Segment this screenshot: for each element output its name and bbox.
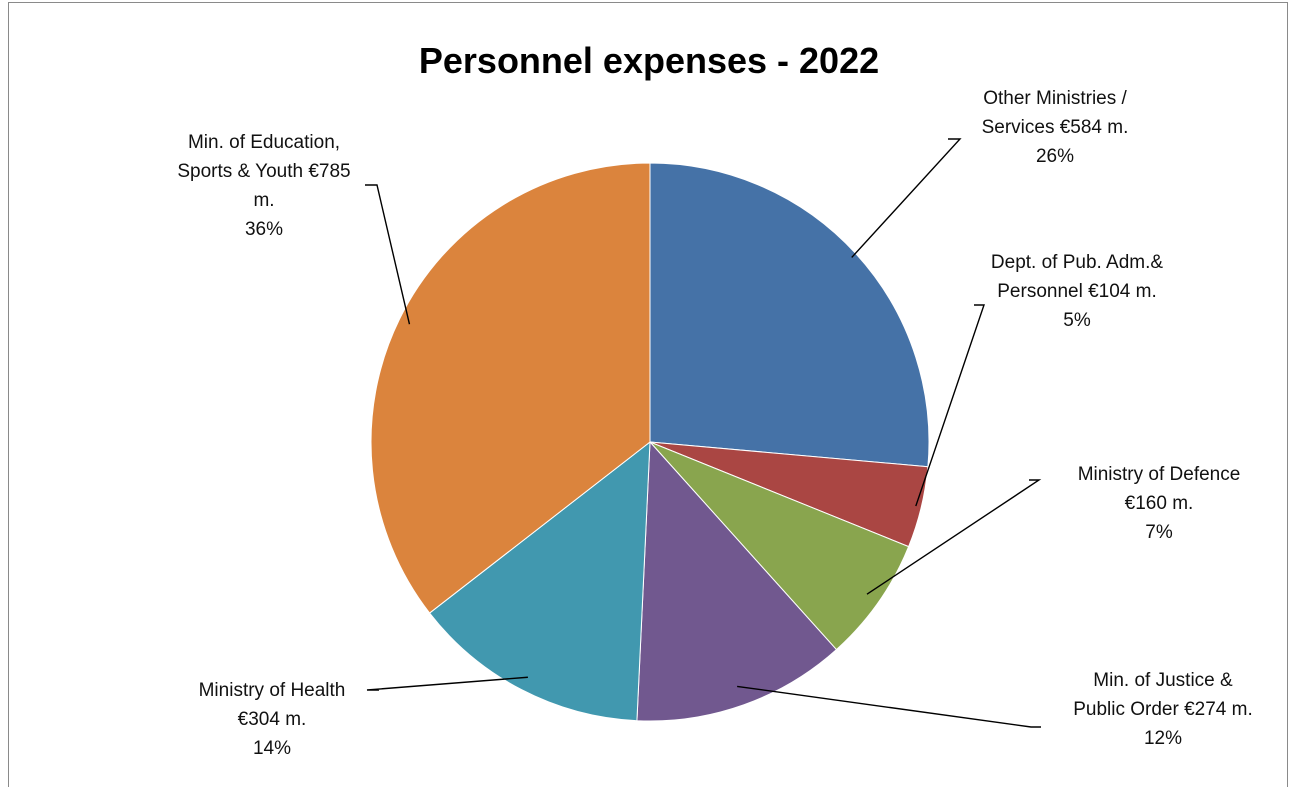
- data-label-line: 5%: [1063, 310, 1091, 331]
- pie-slice-ministry-of-defence: [649, 441, 910, 651]
- pie-slice-other-ministries-services: [649, 162, 930, 468]
- pie-chart: Personnel expenses - 2022 Other Ministri…: [177, 40, 1252, 759]
- pie-slices: [370, 162, 930, 722]
- data-label-line: Other Ministries /: [983, 88, 1127, 109]
- leader-line-min-of-justice-public-order: [737, 685, 1041, 728]
- data-label-line: 7%: [1145, 522, 1173, 543]
- data-label-ministry-of-defence: Ministry of Defence €160 m. 7%: [1078, 464, 1241, 543]
- data-label-line: 26%: [1036, 146, 1074, 167]
- data-label-line: Min. of Justice &: [1093, 670, 1233, 691]
- data-label-other-ministries-services: Other Ministries / Services €584 m. 26%: [982, 88, 1129, 167]
- data-label-line: Min. of Education,: [188, 132, 340, 153]
- data-label-line: 12%: [1144, 728, 1182, 749]
- data-label-line: Personnel €104 m.: [997, 281, 1157, 302]
- data-label-line: Ministry of Defence: [1078, 464, 1241, 485]
- data-label-line: Sports & Youth €785: [177, 161, 350, 182]
- pie-slice-min-of-education-sports-youth: [370, 162, 651, 614]
- data-label-line: 14%: [253, 738, 291, 759]
- leader-line-other-ministries-services: [851, 138, 962, 258]
- leader-lines: [365, 138, 1042, 728]
- data-label-ministry-of-health: Ministry of Health €304 m. 14%: [199, 680, 346, 759]
- data-label-line: m.: [253, 190, 274, 211]
- data-label-line: €160 m.: [1125, 493, 1194, 514]
- data-label-line: Public Order €274 m.: [1073, 699, 1253, 720]
- data-label-line: €304 m.: [238, 709, 307, 730]
- data-label-dept-of-pub-adm-personnel: Dept. of Pub. Adm.& Personnel €104 m. 5%: [991, 252, 1163, 331]
- leader-line-dept-of-pub-adm-personnel: [915, 304, 985, 507]
- data-label-min-of-justice-public-order: Min. of Justice & Public Order €274 m. 12%: [1073, 670, 1253, 749]
- leader-line-min-of-education-sports-youth: [365, 184, 411, 325]
- data-label-line: Dept. of Pub. Adm.&: [991, 252, 1163, 273]
- data-label-line: Ministry of Health: [199, 680, 346, 701]
- chart-frame: Personnel expenses - 2022 Other Ministri…: [8, 2, 1288, 787]
- data-label-line: 36%: [245, 219, 283, 240]
- pie-slice-min-of-justice-public-order: [636, 440, 838, 722]
- data-label-min-of-education-sports-youth: Min. of Education, Sports & Youth €785 m. 3…: [177, 132, 350, 240]
- leader-line-ministry-of-health: [366, 676, 528, 691]
- data-label-line: Services €584 m.: [982, 117, 1129, 138]
- data-labels: Other Ministries / Services €584 m. 26% Dep…: [177, 88, 1252, 759]
- leader-line-ministry-of-defence: [866, 479, 1042, 595]
- pie-slice-ministry-of-health: [428, 440, 651, 722]
- chart-title: Personnel expenses - 2022: [419, 40, 879, 81]
